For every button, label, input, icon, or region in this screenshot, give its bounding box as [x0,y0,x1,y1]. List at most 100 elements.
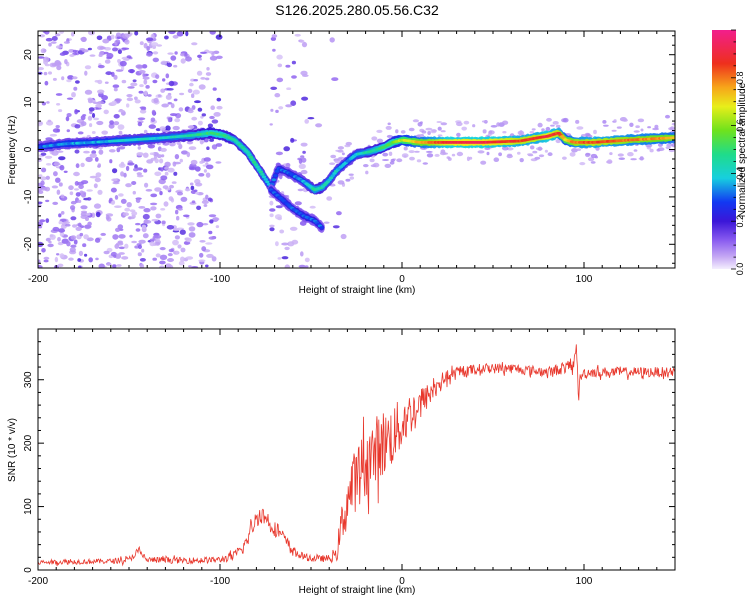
noise-speckle [70,216,77,221]
noise-speckle [277,216,282,221]
noise-speckle [400,130,406,134]
snr-x-axis-label: Height of straight line (km) [299,585,416,596]
noise-speckle [118,193,124,197]
noise-speckle [84,70,88,76]
noise-speckle [175,209,179,215]
noise-speckle [215,143,223,147]
noise-speckle [139,84,144,88]
ridge-core [247,153,252,157]
noise-speckle [44,63,50,67]
noise-speckle [112,234,119,240]
noise-speckle [64,59,68,65]
noise-speckle [369,158,375,163]
noise-speckle [41,248,46,253]
noise-speckle [77,199,82,203]
ridge-core [329,176,334,180]
noise-speckle [284,246,290,251]
noise-speckle [95,211,101,218]
noise-speckle [160,147,167,152]
noise-speckle [154,234,162,239]
noise-speckle [294,201,302,206]
noise-speckle [74,181,79,186]
noise-speckle [211,256,217,262]
noise-speckle [95,103,102,108]
noise-speckle [95,257,99,261]
noise-speckle [103,250,110,255]
noise-speckle [210,105,215,110]
noise-speckle [666,143,674,147]
noise-speckle [422,162,428,165]
noise-speckle [66,113,72,117]
noise-speckle [154,187,162,192]
snr-background [38,329,675,570]
noise-speckle [205,264,209,268]
noise-speckle [120,198,127,204]
noise-speckle [178,107,184,112]
noise-speckle [647,126,651,129]
noise-speckle [550,124,555,127]
noise-speckle [517,130,525,136]
noise-speckle [277,257,282,260]
noise-speckle [396,158,403,163]
noise-speckle [97,64,105,69]
noise-speckle [43,256,50,260]
noise-speckle [45,237,51,242]
noise-speckle [112,47,118,52]
noise-speckle [384,163,392,168]
noise-speckle [162,78,166,82]
noise-speckle [41,167,47,173]
noise-speckle [365,170,369,175]
noise-speckle [203,204,208,207]
noise-speckle [111,178,118,182]
noise-speckle [86,189,93,192]
noise-speckle [137,117,146,121]
noise-speckle [376,138,384,143]
noise-speckle [152,257,157,261]
noise-speckle [176,31,184,37]
noise-speckle [201,113,206,117]
noise-speckle [155,253,161,258]
noise-speckle [552,121,559,125]
noise-speckle [113,121,120,126]
noise-speckle [412,119,419,123]
noise-speckle [113,114,120,119]
noise-speckle [134,31,139,36]
noise-speckle [659,147,664,151]
snr-frame [37,328,676,571]
noise-speckle [637,118,645,123]
noise-speckle [174,154,180,160]
noise-speckle [80,115,86,121]
spectrogram-y-tick-label: 20 [23,49,34,61]
noise-speckle [84,253,88,257]
noise-speckle [60,211,65,215]
noise-speckle [198,84,206,90]
noise-speckle [541,128,545,132]
noise-speckle [59,52,66,56]
noise-speckle [538,154,545,158]
noise-speckle [169,184,174,189]
noise-speckle [127,162,135,166]
noise-speckle [54,256,59,263]
noise-speckle [382,159,389,161]
noise-speckle [172,34,179,39]
noise-speckle [150,193,158,198]
spectrogram-x-tick-label: -200 [28,274,48,285]
noise-speckle [186,151,191,158]
noise-speckle [129,234,133,238]
noise-speckle [329,37,335,43]
noise-speckle [122,33,130,39]
noise-speckle [395,129,399,134]
noise-speckle [46,101,50,104]
noise-speckle [178,143,183,150]
noise-speckle [197,54,202,58]
noise-speckle [127,86,135,89]
noise-speckle [609,152,613,156]
noise-speckle [165,73,170,79]
noise-speckle [607,159,613,164]
noise-speckle [114,205,122,208]
ridge-core [245,151,250,154]
noise-speckle [63,41,70,44]
ridge-core [332,172,337,175]
noise-speckle [65,223,71,227]
noise-speckle [58,213,62,218]
